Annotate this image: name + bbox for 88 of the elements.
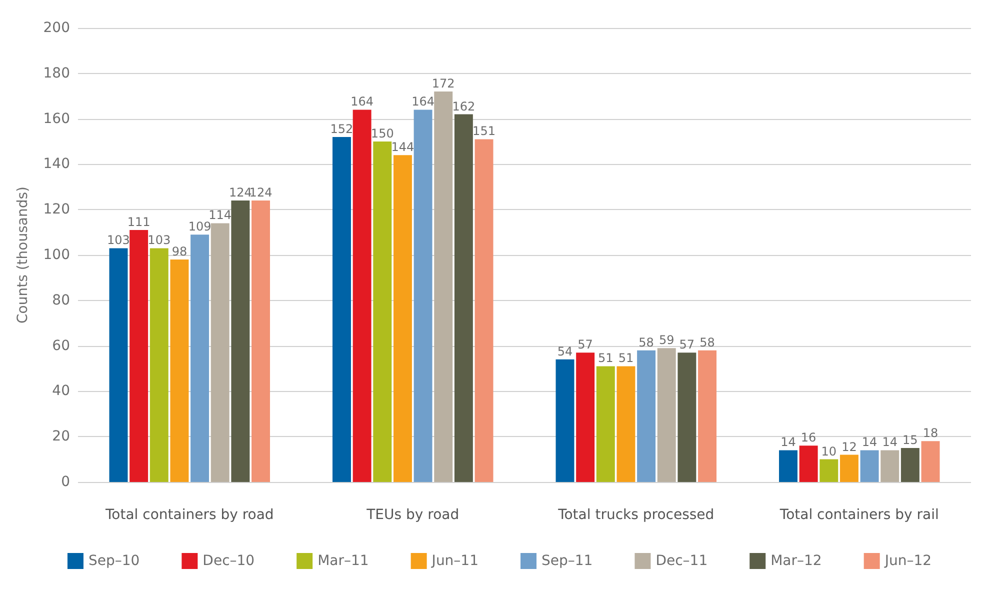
data-label: 172 (432, 76, 455, 91)
bar (190, 234, 210, 482)
data-label: 15 (902, 432, 918, 447)
legend-label: Sep–11 (542, 553, 593, 569)
bar (657, 348, 676, 482)
y-tick-label: 180 (43, 65, 70, 82)
data-label: 111 (127, 215, 150, 230)
data-label: 124 (249, 186, 272, 200)
data-label: 58 (700, 335, 715, 350)
bar (109, 248, 128, 482)
data-label: 10 (821, 444, 837, 458)
y-tick-label: 80 (52, 292, 70, 308)
data-label: 57 (578, 338, 593, 352)
bar (921, 441, 940, 482)
data-label: 150 (370, 126, 394, 140)
legend-label: Dec–10 (202, 553, 255, 569)
data-label: 103 (148, 233, 171, 248)
bar (332, 136, 351, 482)
y-tick-label: 140 (43, 156, 70, 172)
data-label: 54 (557, 344, 573, 358)
data-label: 152 (330, 122, 354, 136)
bar (231, 200, 250, 482)
data-label: 114 (208, 208, 232, 222)
data-label: 51 (618, 351, 634, 366)
legend-label: Mar–12 (770, 553, 822, 569)
bar (393, 155, 412, 482)
y-tick-label: 20 (52, 428, 70, 445)
data-label: 58 (638, 335, 654, 350)
data-label: 18 (922, 426, 938, 440)
data-label: 59 (658, 333, 674, 348)
bar (678, 352, 696, 482)
bar (840, 454, 858, 482)
x-tick-label: Total containers by rail (778, 507, 939, 523)
bar (252, 200, 270, 482)
data-label: 151 (472, 124, 496, 138)
legend-label: Dec–11 (656, 553, 708, 569)
legend-label: Sep–10 (88, 553, 140, 569)
data-label: 164 (350, 94, 374, 109)
bar (779, 450, 798, 482)
bar (860, 450, 879, 482)
bar (900, 448, 920, 482)
bar (616, 366, 636, 482)
y-tick-label: 120 (43, 202, 70, 218)
x-tick-label: Total containers by road (104, 507, 274, 523)
legend-label: Jun–12 (884, 553, 932, 569)
bar (170, 260, 189, 482)
bar (637, 350, 656, 482)
data-label: 16 (800, 430, 816, 445)
bar (880, 450, 900, 482)
bar (799, 446, 818, 482)
y-tick-label: 100 (43, 247, 70, 263)
legend-label: Jun–11 (430, 553, 479, 569)
x-tick-label: TEUs by road (366, 507, 460, 523)
bar (474, 139, 494, 482)
data-label: 51 (598, 351, 614, 366)
bar (373, 142, 392, 482)
data-label: 162 (452, 99, 476, 114)
y-tick-label: 0 (61, 474, 70, 490)
data-label: 144 (391, 140, 414, 154)
bar (698, 350, 716, 482)
bar (210, 223, 230, 482)
data-label: 109 (188, 220, 212, 234)
bar (414, 110, 432, 482)
y-tick-label: 40 (52, 383, 70, 400)
y-tick-label: 160 (43, 110, 70, 127)
data-label: 98 (172, 244, 188, 259)
x-tick-label: Total trucks processed (557, 507, 714, 523)
bar (576, 352, 595, 482)
bar (434, 92, 453, 482)
bar (454, 114, 473, 482)
data-label: 14 (862, 435, 878, 450)
data-label: 14 (882, 435, 898, 450)
data-label: 124 (228, 186, 252, 200)
bar (352, 110, 372, 482)
legend-label: Mar–11 (318, 553, 369, 569)
data-label: 12 (842, 440, 857, 454)
bar (596, 366, 615, 482)
data-label: 164 (412, 94, 434, 109)
bar (150, 248, 168, 482)
y-tick-label: 200 (43, 20, 70, 36)
bar (130, 230, 148, 482)
data-label: 14 (780, 435, 796, 450)
y-axis-title: Counts (thousands) (15, 186, 31, 324)
data-label: 57 (679, 338, 695, 352)
data-label: 103 (107, 233, 130, 248)
bar (820, 459, 838, 482)
y-tick-label: 60 (52, 338, 70, 354)
bar (556, 359, 574, 482)
